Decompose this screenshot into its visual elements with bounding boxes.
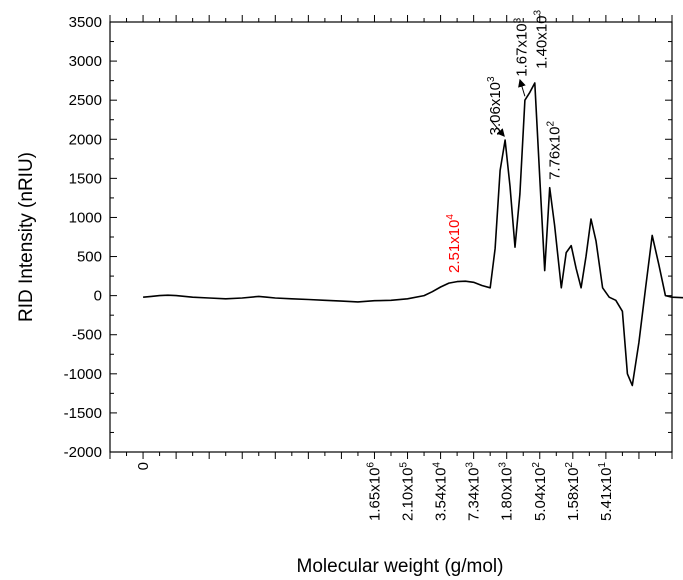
- x-tick-label: 0: [135, 462, 152, 470]
- y-tick-label: -1500: [64, 405, 102, 422]
- y-tick-label: 3500: [69, 14, 102, 31]
- y-tick-label: 1500: [69, 170, 102, 187]
- x-tick-label: 2.10x105: [399, 462, 417, 521]
- x-tick-label: 1.80x103: [498, 462, 516, 521]
- x-tick-label: 3.54x104: [432, 462, 450, 521]
- y-tick-label: -2000: [64, 444, 102, 461]
- peak-annotation: 1.67x103: [513, 17, 531, 76]
- peak-annotation: 7.76x102: [546, 121, 564, 180]
- y-axis-title: RID Intensity (nRIU): [16, 152, 37, 322]
- plot-frame: [109, 21, 673, 453]
- y-tick-label: 2500: [69, 92, 102, 109]
- y-tick-label: -500: [72, 327, 102, 344]
- peak-annotation: 2.51x104: [445, 214, 463, 273]
- x-tick-label: 5.04x102: [531, 462, 549, 521]
- series-line: [143, 82, 683, 387]
- x-tick-label: 7.34x103: [465, 462, 483, 521]
- y-tick-label: 0: [94, 288, 102, 305]
- x-tick-label: 1.65x106: [365, 462, 383, 521]
- annotation-arrow: [489, 119, 505, 137]
- x-tick-label: 5.41x101: [597, 462, 615, 521]
- peak-annotation: 3.06x103: [486, 76, 504, 135]
- y-tick-label: -1000: [64, 366, 102, 383]
- y-tick-label: 1000: [69, 209, 102, 226]
- x-tick-label: 1.58x102: [564, 462, 582, 521]
- y-tick-label: 500: [77, 249, 102, 266]
- annotation-arrow: [518, 78, 526, 97]
- peak-annotation: 1.40x103: [532, 10, 550, 69]
- x-axis-title: Molecular weight (g/mol): [297, 556, 504, 577]
- y-tick-label: 3000: [69, 53, 102, 70]
- y-tick-label: 2000: [69, 131, 102, 148]
